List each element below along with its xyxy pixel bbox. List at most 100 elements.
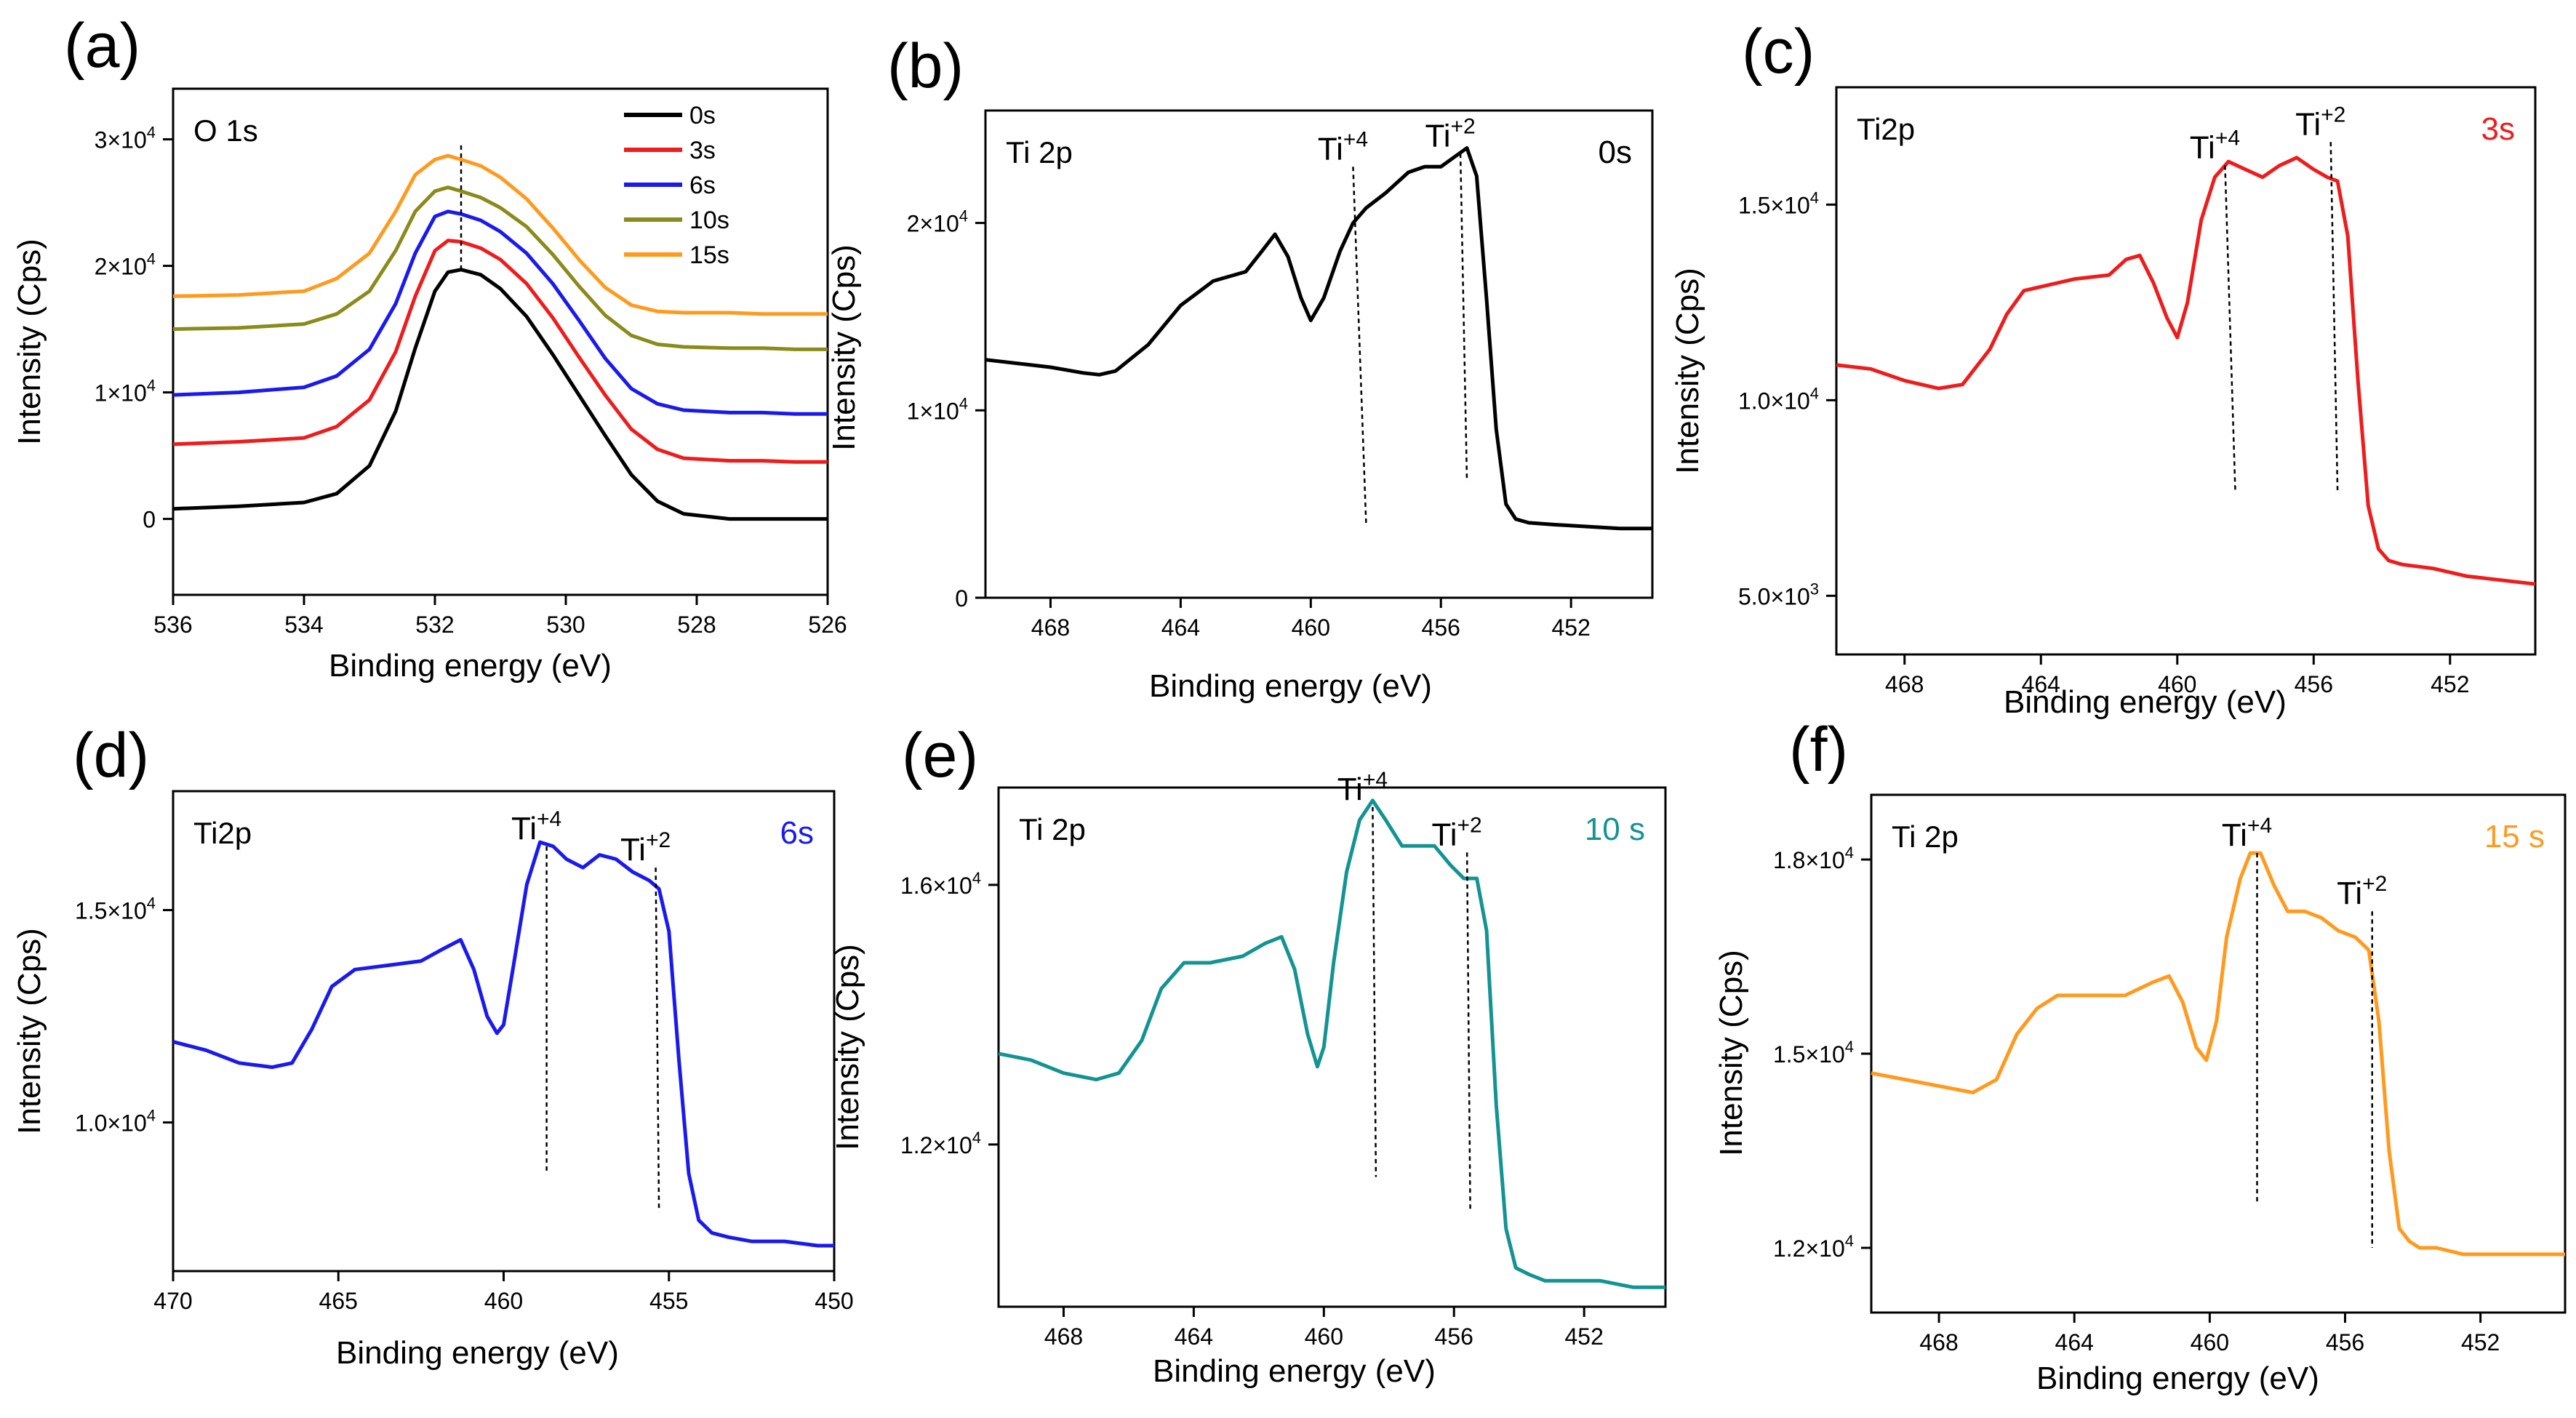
panel-f: 468 464 460 456 4521.2×1041.5×1041.8×104Bind… [1713, 715, 2567, 1396]
x-tick-label: 528 [677, 612, 716, 638]
y-axis-title: Intensity (Cps) [12, 928, 47, 1134]
x-tick-label: 460 [484, 1288, 523, 1314]
time-label: 10 s [1585, 812, 1645, 847]
plot-frame [984, 109, 1654, 599]
x-tick-label: 534 [284, 612, 323, 638]
y-tick-exp: 4 [147, 894, 156, 913]
x-tick-label: 456 [1422, 614, 1460, 641]
peak-marker-line [2224, 165, 2236, 491]
y-tick-base: 1.2×10 [900, 1132, 972, 1158]
y-tick-base: 1.5×10 [1738, 192, 1810, 218]
time-label: 15 s [2484, 819, 2545, 854]
panel-label: (c) [1742, 17, 1815, 87]
x-tick-label: 470 [153, 1288, 192, 1314]
x-tick-label: 460 [2158, 671, 2196, 697]
y-tick-label: 1.2×104 [1773, 1232, 1854, 1262]
y-tick-exp: 4 [1810, 188, 1819, 207]
y-tick-label: 2×104 [95, 250, 156, 280]
y-axis-title: Intensity (Cps) [1713, 950, 1749, 1156]
peak-label: Ti+4 [2222, 814, 2272, 853]
inset-title: Ti2p [1857, 112, 1915, 146]
peak-label-base: Ti [2337, 876, 2362, 911]
peak-label-sup: +4 [1363, 768, 1388, 792]
peak-label-sup: +2 [2321, 103, 2345, 127]
peak-label-sup: +4 [537, 807, 561, 831]
peak-label-base: Ti [1432, 817, 1457, 852]
plot-frame [1835, 86, 2537, 656]
series-line-15s [1871, 851, 2565, 1257]
peak-marker-line [1372, 806, 1377, 1177]
x-tick-label: 452 [2461, 1329, 2500, 1355]
y-tick-base: 3×10 [95, 127, 147, 153]
y-tick-base: 1.8×10 [1773, 847, 1845, 873]
peak-label-sup: +2 [1457, 813, 1482, 837]
y-tick-label: 1.5×104 [1738, 188, 1819, 218]
inset-title: Ti 2p [1019, 812, 1086, 846]
panel-label: (e) [902, 721, 978, 790]
x-tick-label: 468 [1044, 1323, 1083, 1350]
y-tick-label: 2×104 [907, 207, 968, 237]
y-tick-label: 3×104 [95, 124, 156, 153]
x-tick-label: 464 [2055, 1329, 2094, 1355]
x-axis-title: Binding energy (eV) [329, 648, 612, 684]
y-tick-base: 1.5×10 [1773, 1041, 1845, 1067]
peak-label-base: Ti [2295, 106, 2321, 142]
x-tick-label: 526 [808, 612, 847, 638]
x-tick-label: 450 [815, 1288, 853, 1314]
x-tick-label: 468 [1031, 614, 1070, 641]
y-tick-label: 1.5×104 [75, 894, 156, 924]
y-tick-exp: 4 [147, 124, 156, 142]
peak-label: Ti+4 [1318, 127, 1368, 167]
panel-label: (b) [887, 31, 964, 101]
time-label: 6s [780, 815, 814, 851]
peak-label-sup: +4 [2247, 814, 2272, 838]
x-tick-label: 465 [319, 1288, 358, 1314]
plot-frame [172, 87, 829, 596]
x-axis-title: Binding energy (eV) [336, 1335, 619, 1371]
series-line-10s [172, 185, 828, 351]
y-tick-exp: 4 [147, 250, 156, 268]
y-axis-title: Intensity (Cps) [830, 944, 865, 1150]
y-tick-label: 1.2×104 [900, 1129, 981, 1158]
plot-frame [997, 786, 1667, 1308]
y-tick-base: 5.0×10 [1738, 583, 1810, 609]
peak-label: Ti+2 [1425, 114, 1475, 153]
y-tick-exp: 4 [1845, 1038, 1854, 1056]
legend: 0s 3s 6s 10s 15s [624, 102, 729, 269]
y-tick-base: 1.5×10 [75, 898, 147, 924]
peak-label: Ti+2 [1432, 813, 1482, 852]
legend-label: 10s [689, 207, 729, 234]
peak-label-base: Ti [620, 832, 646, 868]
peak-label: Ti+4 [1337, 768, 1388, 807]
y-tick-label: 0 [143, 507, 156, 533]
y-tick-exp: 4 [959, 394, 968, 412]
panel-label: (f) [1789, 715, 1848, 785]
y-tick-label: 1×104 [95, 377, 156, 406]
y-tick-label: 1.6×104 [900, 869, 981, 899]
y-tick-base: 0 [143, 507, 156, 533]
x-tick-label: 464 [1161, 614, 1200, 641]
peak-label: Ti+4 [511, 807, 561, 846]
peak-label-sup: +4 [2215, 127, 2240, 151]
x-axis-title: Binding energy (eV) [1149, 668, 1432, 704]
series-line-10s [998, 798, 1665, 1289]
peak-label: Ti+4 [2190, 127, 2240, 166]
y-tick-exp: 3 [1810, 580, 1819, 598]
y-tick-exp: 4 [1810, 384, 1819, 402]
x-tick-label: 456 [2295, 671, 2333, 697]
panel-label: (a) [64, 11, 140, 81]
legend-label: 6s [689, 172, 716, 199]
peak-label: Ti+2 [2337, 872, 2387, 911]
peak-label-sup: +4 [1343, 127, 1368, 151]
inset-title: O 1s [193, 113, 258, 148]
x-tick-label: 530 [546, 612, 585, 638]
series-line-15s [172, 153, 828, 316]
x-tick-label: 456 [2326, 1329, 2364, 1355]
y-tick-base: 1×10 [95, 380, 147, 406]
plot-frame [172, 790, 836, 1273]
peak-label-sup: +2 [2362, 872, 2387, 896]
x-tick-label: 460 [1305, 1323, 1343, 1350]
y-axis-title: Intensity (Cps) [12, 239, 47, 445]
